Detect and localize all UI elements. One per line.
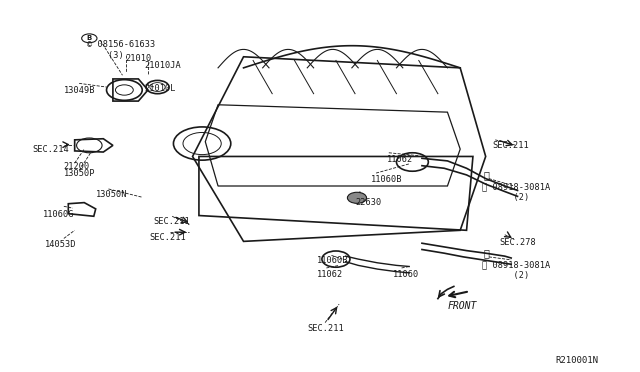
Text: FRONT: FRONT: [447, 301, 477, 311]
Text: 13050P: 13050P: [64, 169, 95, 179]
Text: ⓝ 08918-3081A
      (2): ⓝ 08918-3081A (2): [483, 182, 551, 202]
Text: 13050N: 13050N: [96, 190, 127, 199]
Text: 11060: 11060: [394, 270, 420, 279]
Text: 11062: 11062: [387, 155, 413, 164]
Text: SEC.211: SEC.211: [153, 217, 190, 227]
Text: ⓝ: ⓝ: [484, 248, 490, 258]
Text: 11060G: 11060G: [43, 210, 74, 219]
Text: ⓝ 08918-3081A
      (2): ⓝ 08918-3081A (2): [483, 260, 551, 280]
Text: 13049B: 13049B: [64, 86, 95, 95]
Text: ⓝ: ⓝ: [484, 170, 490, 180]
Text: SEC.278: SEC.278: [500, 238, 536, 247]
Text: 11062: 11062: [317, 270, 343, 279]
Text: SEC.211: SEC.211: [492, 141, 529, 150]
Text: SEC.214: SEC.214: [32, 145, 68, 154]
Circle shape: [348, 192, 367, 203]
Text: R210001N: R210001N: [556, 356, 599, 365]
Text: 21200: 21200: [64, 162, 90, 171]
Text: 14053D: 14053D: [45, 240, 76, 248]
Text: 21010JA: 21010JA: [145, 61, 182, 70]
Text: 22630: 22630: [355, 198, 381, 207]
Text: SEC.211: SEC.211: [307, 324, 344, 333]
Text: 21010L: 21010L: [145, 84, 176, 93]
Text: SEC.211: SEC.211: [149, 233, 186, 242]
Text: 21010: 21010: [125, 54, 152, 63]
Text: 11060B: 11060B: [371, 175, 403, 184]
Text: © 08156-61633
    (3): © 08156-61633 (3): [88, 40, 156, 60]
Text: B: B: [86, 35, 92, 41]
Text: 11060B: 11060B: [317, 256, 348, 265]
